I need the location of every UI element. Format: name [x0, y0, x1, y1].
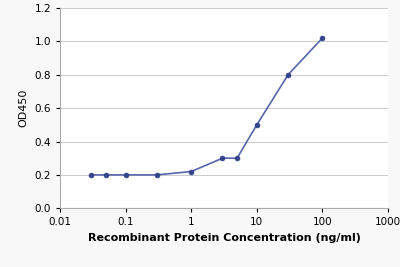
Y-axis label: OD450: OD450	[19, 89, 29, 127]
X-axis label: Recombinant Protein Concentration (ng/ml): Recombinant Protein Concentration (ng/ml…	[88, 233, 360, 243]
